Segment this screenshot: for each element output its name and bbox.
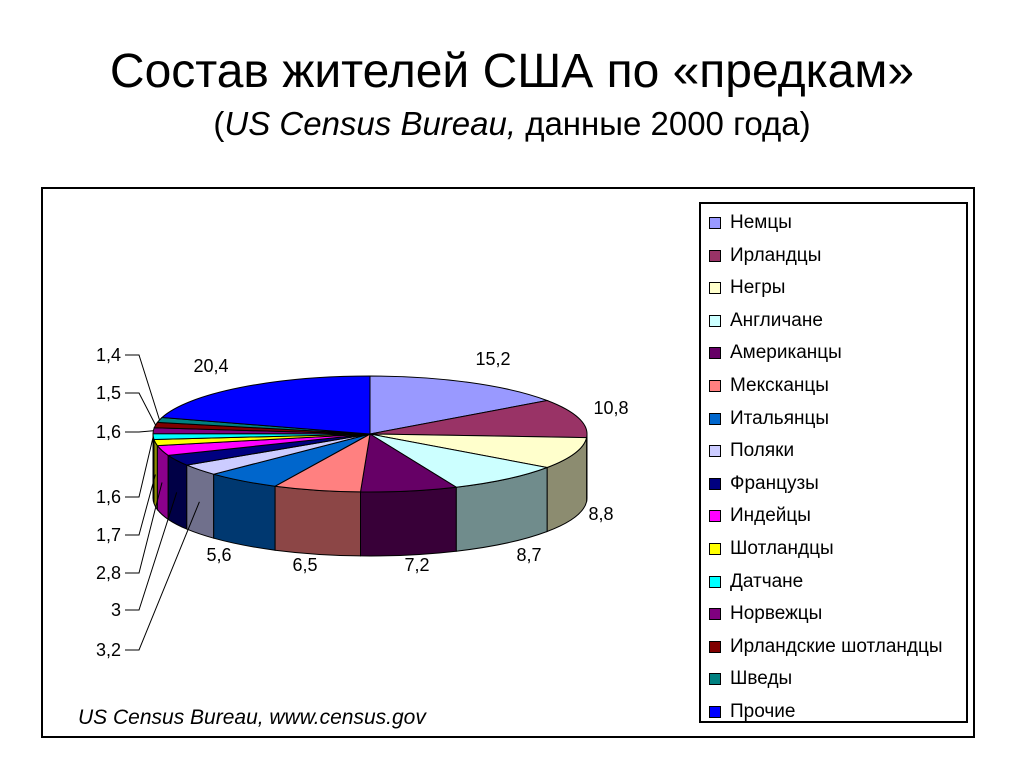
legend-label: Немцы [730, 212, 792, 233]
legend-item: Мексканцы [709, 375, 829, 397]
pie-slice-3 [369, 433, 549, 488]
pie-side-5 [274, 485, 361, 557]
leader-line-13 [125, 392, 157, 426]
pie-side-9 [156, 444, 169, 521]
legend-label: Датчане [730, 570, 804, 592]
pie-slice-0 [369, 375, 549, 435]
data-label-9: 2,8 [96, 563, 121, 583]
legend-swatch [709, 640, 721, 653]
legend-item: Немцы [709, 212, 792, 234]
pie-side-8 [167, 454, 188, 530]
pie-side-7 [186, 464, 215, 539]
chart-legend: Немцы Ирландцы Негры Англичане Американцы Мек… [699, 202, 968, 723]
legend-swatch [709, 477, 721, 490]
legend-swatch [709, 380, 721, 392]
legend-label: Шотландцы [730, 538, 834, 559]
legend-label: Норвежцы [730, 603, 823, 625]
data-label-8: 3 [111, 600, 121, 620]
data-label-14: 1,4 [96, 345, 121, 365]
data-label-0: 15,2 [475, 349, 510, 369]
data-label-2: 8,8 [588, 504, 613, 524]
data-label-10: 1,7 [96, 525, 121, 545]
pie-side-4 [360, 486, 457, 557]
legend-label: Ирландцы [730, 244, 822, 266]
leader-line-10 [125, 474, 156, 536]
data-label-15: 20,4 [193, 356, 228, 376]
legend-swatch [709, 249, 721, 262]
legend-swatch [709, 445, 721, 458]
data-label-6: 5,6 [206, 545, 231, 565]
legend-label: Итальянцы [730, 407, 830, 429]
legend-swatch [709, 282, 721, 295]
legend-label: Негры [730, 277, 786, 299]
legend-item: Негры [709, 277, 785, 299]
chart-subtitle: (US Census Bureau, данные 2000 года) [0, 104, 1024, 144]
legend-label: Мексканцы [730, 375, 829, 396]
legend-label: Англичане [730, 309, 823, 331]
legend-item: Итальянцы [709, 408, 829, 430]
legend-item: Датчане [709, 571, 803, 593]
legend-item: Прочие [709, 701, 795, 723]
legend-item: Шотландцы [709, 538, 834, 560]
data-label-5: 6,5 [292, 555, 317, 575]
pie-slice-1 [369, 399, 588, 439]
legend-swatch [709, 673, 721, 686]
chart-title: Состав жителей США по «предкам» [109, 45, 915, 98]
legend-item: Шведы [709, 668, 792, 690]
data-label-7: 3,2 [96, 640, 121, 660]
legend-item: Англичане [709, 310, 823, 332]
legend-label: Американцы [730, 342, 842, 364]
data-label-4: 7,2 [404, 555, 429, 575]
subtitle-source: US Census Bureau, [224, 105, 517, 142]
pie-slice-2 [369, 433, 588, 469]
subtitle-rest: данные 2000 года) [516, 105, 811, 142]
legend-swatch [709, 706, 721, 718]
legend-item: Поляки [709, 440, 794, 462]
legend-item: Французы [709, 473, 819, 495]
pie-side-10 [153, 439, 158, 512]
legend-item: Американцы [709, 342, 842, 364]
leader-line-14 [125, 354, 160, 421]
source-note: US Census Bureau, www.census.gov [78, 706, 426, 729]
leader-line-8 [125, 492, 178, 611]
legend-swatch [709, 314, 721, 327]
data-label-1: 10,8 [593, 398, 628, 418]
legend-swatch [709, 412, 721, 425]
pie-slice-15 [160, 375, 371, 435]
legend-item: Ирландцы [709, 245, 821, 267]
data-label-13: 1,5 [96, 383, 121, 403]
legend-item: Индейцы [709, 505, 811, 527]
legend-label: Шведы [730, 668, 793, 690]
legend-item: Норвежцы [709, 603, 822, 625]
data-label-11: 1,6 [96, 487, 121, 507]
legend-swatch [709, 347, 721, 360]
legend-swatch [709, 510, 721, 523]
pie-chart: 15,2 10,8 8,8 8,7 7,2 6,5 5,6 3,2 3 2,8 1,7 1,6 1,6 1… [96, 345, 629, 660]
leader-line-9 [125, 482, 163, 574]
legend-item: Ирландские шотландцы [709, 636, 943, 658]
leader-line-11 [125, 436, 154, 498]
data-label-12: 1,6 [96, 422, 121, 442]
subtitle-open-paren: ( [213, 105, 225, 142]
legend-swatch [709, 608, 721, 621]
leader-line-7 [125, 501, 200, 651]
leader-line-12 [125, 430, 154, 433]
legend-label: Прочие [730, 701, 796, 722]
legend-label: Ирландские шотландцы [730, 635, 943, 657]
legend-label: Поляки [730, 440, 795, 462]
pie-side-6 [213, 473, 276, 551]
legend-swatch [709, 217, 721, 229]
data-label-3: 8,7 [516, 545, 541, 565]
legend-label: Индейцы [730, 505, 811, 527]
legend-swatch [709, 543, 721, 555]
legend-swatch [709, 575, 721, 588]
legend-label: Французы [730, 472, 819, 494]
